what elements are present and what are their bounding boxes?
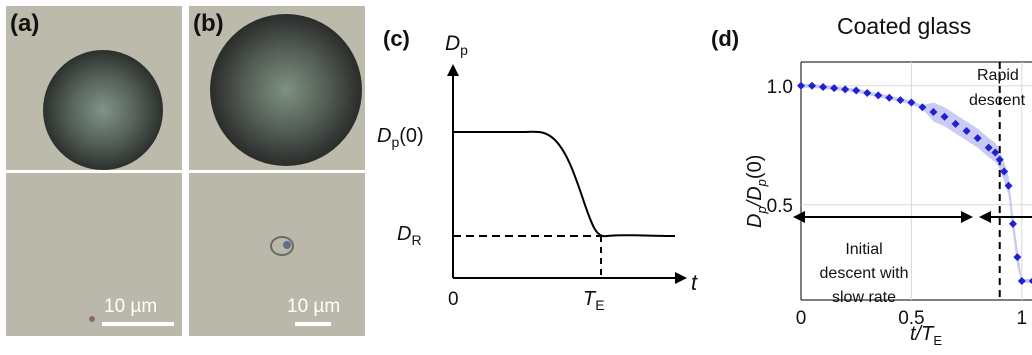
data-point [973, 134, 982, 143]
scale-bar-a [102, 322, 174, 326]
panel-b: (b) 10 µm [189, 6, 365, 336]
panel-label-d: (d) [711, 26, 739, 51]
micrograph-b-top [189, 6, 365, 170]
panel-a: (a) 10 µm [6, 6, 182, 336]
data-point [808, 81, 817, 90]
c-x-axis-label: t [691, 270, 698, 295]
data-point [1000, 167, 1009, 176]
c-curve [453, 130, 676, 238]
droplet-a [6, 6, 182, 170]
c-x-arrowhead [675, 272, 687, 284]
c-te-label: TE [583, 288, 605, 313]
micrograph-a-top [6, 6, 182, 170]
data-point [962, 127, 971, 136]
data-point [1008, 219, 1017, 228]
data-point [907, 98, 916, 107]
data-point [940, 112, 949, 121]
c-dr-label: DR [397, 223, 422, 248]
data-point [991, 148, 1000, 157]
data-point [841, 85, 850, 94]
data-point [1013, 253, 1022, 262]
panel-label-b: (b) [193, 10, 224, 37]
data-point [995, 155, 1004, 164]
chart-xlabel: t/TE [910, 323, 942, 348]
data-point [830, 84, 839, 93]
annotation-rapid-line2: descent [969, 92, 1026, 109]
x-tick-label: 1 [1017, 308, 1028, 329]
data-point [863, 88, 872, 97]
annotation-initial-line3: slow rate [832, 289, 896, 306]
annotation-initial-line1: Initial [845, 241, 882, 258]
droplet-b [189, 6, 365, 170]
data-point [984, 143, 993, 152]
chart-title: Coated glass [837, 13, 971, 39]
uncertainty-band [801, 83, 1032, 283]
panel-c-schematic: (c) Dp t Dp(0) DR 0 TE [377, 26, 698, 313]
data-point [852, 86, 861, 95]
y-tick-label: 1.0 [767, 77, 793, 98]
c-y-arrowhead [447, 64, 459, 76]
c-origin-label: 0 [448, 289, 459, 310]
panel-d-chart: (d) Coated glass 1.0 0.5 0 0.5 1 Dp/Dp(0) t/… [711, 13, 1032, 348]
annotation-initial-line2: descent with [820, 265, 909, 282]
micrograph-b-bottom [189, 173, 365, 336]
rapid-descent-arrow [979, 211, 1032, 223]
c-dp0-label: Dp(0) [377, 125, 424, 150]
data-point [1004, 181, 1013, 190]
residue-a [89, 316, 95, 322]
data-point [1028, 277, 1032, 285]
scale-bar-label-a: 10 µm [104, 296, 158, 317]
residue-b [270, 236, 294, 256]
data-point [885, 93, 894, 102]
data-point [951, 119, 960, 128]
annotation-rapid-line1: Rapid [977, 67, 1019, 84]
plot-area: 1.0 0.5 0 0.5 1 [767, 61, 1032, 329]
data-point [819, 82, 828, 91]
micrograph-a-bottom [6, 173, 182, 336]
data-point [929, 107, 938, 116]
data-point [918, 103, 927, 112]
initial-descent-arrow [793, 211, 973, 223]
x-tick-label: 0 [796, 308, 807, 329]
chart-ylabel: Dp/Dp(0) [744, 155, 769, 228]
panel-label-a: (a) [10, 10, 40, 37]
y-tick-label: 0.5 [767, 196, 793, 217]
data-point [874, 91, 883, 100]
scale-bar-label-b: 10 µm [287, 296, 341, 317]
c-y-axis-label: Dp [445, 32, 468, 58]
panel-label-c: (c) [383, 26, 410, 51]
data-point [896, 96, 905, 105]
data-point [797, 81, 805, 90]
x-tick-label: 0.5 [898, 308, 924, 329]
scale-bar-b [295, 322, 331, 326]
data-point [1017, 276, 1026, 285]
